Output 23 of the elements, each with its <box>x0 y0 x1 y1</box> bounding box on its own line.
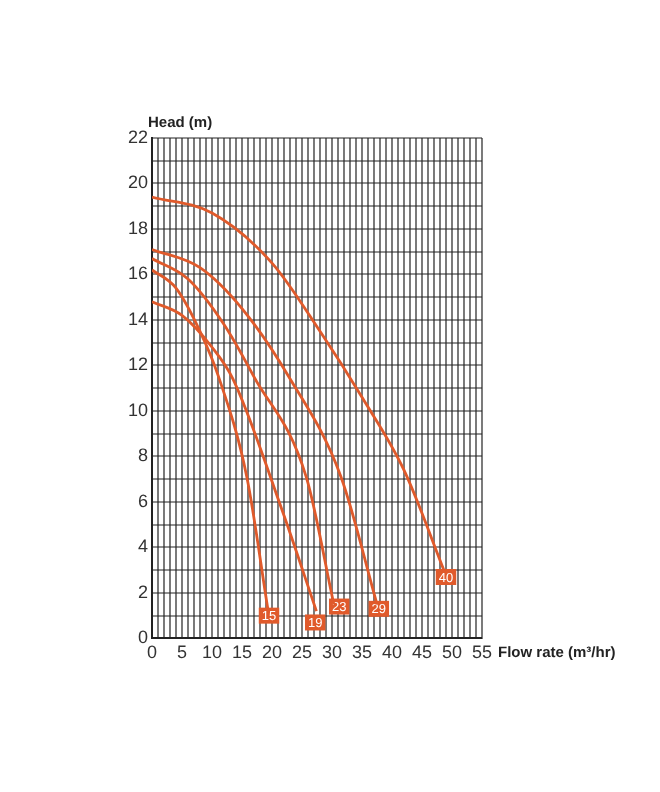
y-tick-label: 10 <box>127 399 149 420</box>
x-tick-label: 45 <box>411 642 433 663</box>
y-tick-label: 18 <box>127 217 149 238</box>
x-tick-label: 15 <box>232 642 253 663</box>
x-tick-label: 40 <box>381 642 403 663</box>
x-tick-label: 10 <box>202 642 223 663</box>
y-tick-label: 12 <box>127 354 149 375</box>
x-tick-label: 5 <box>177 642 188 663</box>
y-tick-label: 6 <box>137 490 149 511</box>
x-tick-label: 50 <box>441 642 463 663</box>
y-tick-label: 14 <box>127 308 149 329</box>
y-tick-label: 22 <box>127 126 149 147</box>
y-tick-label: 20 <box>127 172 149 193</box>
x-tick-label: 30 <box>321 642 343 663</box>
y-tick-label: 8 <box>137 445 149 466</box>
y-tick-label: 4 <box>137 536 149 557</box>
y-tick-label: 2 <box>137 581 149 602</box>
y-tick-label: 0 <box>137 627 149 648</box>
x-tick-label: 20 <box>262 642 283 663</box>
x-tick-label: 55 <box>471 642 493 663</box>
x-tick-label: 25 <box>292 642 313 663</box>
x-tick-label: 35 <box>351 642 373 663</box>
y-tick-label: 16 <box>127 263 149 284</box>
